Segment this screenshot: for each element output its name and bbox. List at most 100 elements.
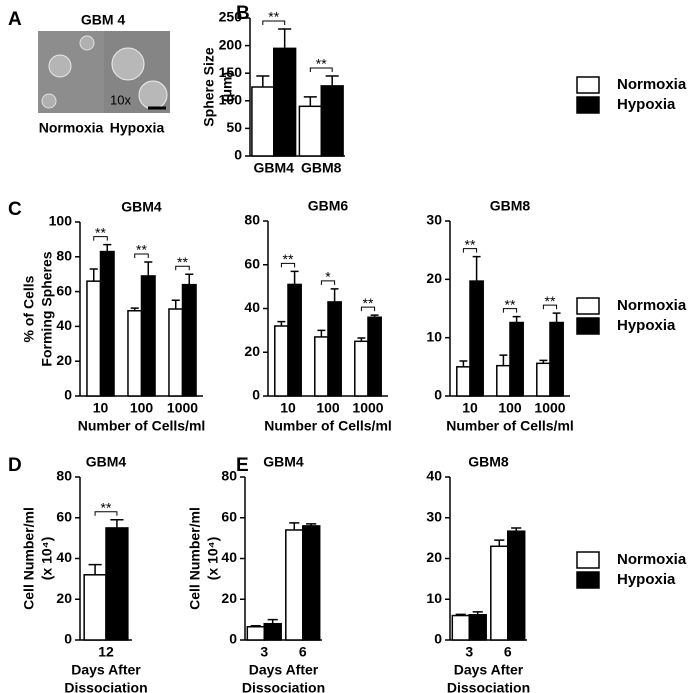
y-tick-label: 150 xyxy=(219,64,243,80)
error-bar xyxy=(357,337,366,342)
image-caption: Hypoxia xyxy=(110,120,165,136)
y-tick-label: 250 xyxy=(219,9,243,25)
error-bar xyxy=(256,75,270,87)
legend-swatch xyxy=(576,297,600,315)
bar xyxy=(83,574,107,641)
panel-letter: A xyxy=(8,9,22,30)
bar xyxy=(168,308,184,397)
y-tick-label: 80 xyxy=(221,468,237,484)
x-axis-label: Number of Cells/ml xyxy=(78,418,206,434)
y-tick-label: 30 xyxy=(426,212,442,228)
y-tick-label: 20 xyxy=(221,590,237,606)
error-bar xyxy=(330,288,339,302)
y-axis-label: Sphere Size xyxy=(201,47,217,127)
error-bar xyxy=(290,270,299,285)
sphere xyxy=(48,54,72,78)
legend-swatch xyxy=(576,76,600,94)
chart-title: GBM4 xyxy=(263,454,304,470)
bar xyxy=(327,301,342,397)
x-axis-label: Days After xyxy=(454,662,524,678)
significance-bracket xyxy=(542,304,558,310)
y-tick-label: 0 xyxy=(234,147,242,163)
y-tick-label: 20 xyxy=(56,352,72,368)
significance-bracket xyxy=(360,306,376,312)
y-tick-label: 80 xyxy=(56,248,72,264)
y-tick-label: 80 xyxy=(244,212,260,228)
significance-bracket xyxy=(134,253,149,259)
bar xyxy=(298,105,322,157)
error-bar xyxy=(539,359,548,364)
y-tick-label: 100 xyxy=(49,213,73,229)
y-tick-label: 20 xyxy=(56,590,72,606)
y-tick-label: 30 xyxy=(426,508,442,524)
bar xyxy=(354,340,369,397)
bar xyxy=(287,283,302,397)
sphere xyxy=(79,35,95,51)
error-bar xyxy=(317,329,326,337)
bar xyxy=(127,309,143,397)
x-tick-label: 6 xyxy=(504,644,512,660)
error-bar xyxy=(306,523,317,526)
error-bar xyxy=(250,624,261,627)
y-tick-label: 50 xyxy=(226,119,242,135)
error-bar xyxy=(511,527,522,532)
significance-bracket xyxy=(320,280,336,285)
bar xyxy=(246,626,265,641)
legend-label: Hypoxia xyxy=(617,96,676,113)
significance-label: ** xyxy=(465,236,476,252)
bar xyxy=(140,275,156,397)
bar xyxy=(105,527,129,641)
bar xyxy=(549,321,564,397)
error-bar xyxy=(472,611,483,615)
error-bar xyxy=(130,307,139,311)
chart-title: GBM8 xyxy=(490,198,531,214)
bar xyxy=(273,47,297,157)
legend-label: Normoxia xyxy=(617,76,687,93)
legend-label: Hypoxia xyxy=(617,571,676,588)
y-tick-label: 20 xyxy=(426,549,442,565)
x-axis-label: Dissociation xyxy=(242,680,325,693)
bar xyxy=(285,529,304,641)
x-tick-label: 6 xyxy=(299,644,307,660)
bar xyxy=(496,364,511,397)
legend-swatch xyxy=(576,96,600,114)
error-bar xyxy=(144,261,153,276)
legend-label: Hypoxia xyxy=(617,317,676,334)
y-tick-label: 100 xyxy=(219,92,243,108)
error-bar xyxy=(289,522,300,530)
y-axis-label: (x 10⁴) xyxy=(205,537,221,581)
y-tick-label: 10 xyxy=(426,590,442,606)
x-tick-label: 12 xyxy=(98,644,114,660)
significance-label: ** xyxy=(95,224,106,240)
bar xyxy=(314,336,329,397)
y-axis-label: Cell Number/ml xyxy=(187,507,203,610)
bar xyxy=(509,321,524,397)
significance-bracket xyxy=(280,262,296,268)
sphere xyxy=(138,80,168,110)
bar xyxy=(490,545,509,641)
x-axis-label: Days After xyxy=(249,662,319,678)
y-axis-label: (μm) xyxy=(219,72,235,102)
error-bar xyxy=(472,255,481,282)
error-bar xyxy=(185,273,194,285)
bar xyxy=(451,614,470,641)
significance-bracket xyxy=(93,236,108,241)
error-bar xyxy=(89,268,98,282)
x-tick-label: GBM4 xyxy=(254,160,295,176)
y-tick-label: 0 xyxy=(434,387,442,403)
x-axis-label: Dissociation xyxy=(447,680,530,693)
x-tick-label: GBM8 xyxy=(301,160,342,176)
y-tick-label: 0 xyxy=(252,387,260,403)
significance-label: ** xyxy=(545,293,556,309)
y-tick-label: 200 xyxy=(219,36,243,52)
error-bar xyxy=(110,519,124,528)
y-tick-label: 0 xyxy=(64,387,72,403)
bar xyxy=(86,280,102,397)
significance-bracket xyxy=(309,67,333,72)
y-axis-label: Cell Number/ml xyxy=(21,507,37,610)
y-tick-label: 60 xyxy=(56,508,72,524)
bar xyxy=(507,530,526,641)
y-axis-label: Forming Spheres xyxy=(39,251,55,366)
significance-label: ** xyxy=(136,242,147,258)
y-tick-label: 40 xyxy=(221,549,237,565)
